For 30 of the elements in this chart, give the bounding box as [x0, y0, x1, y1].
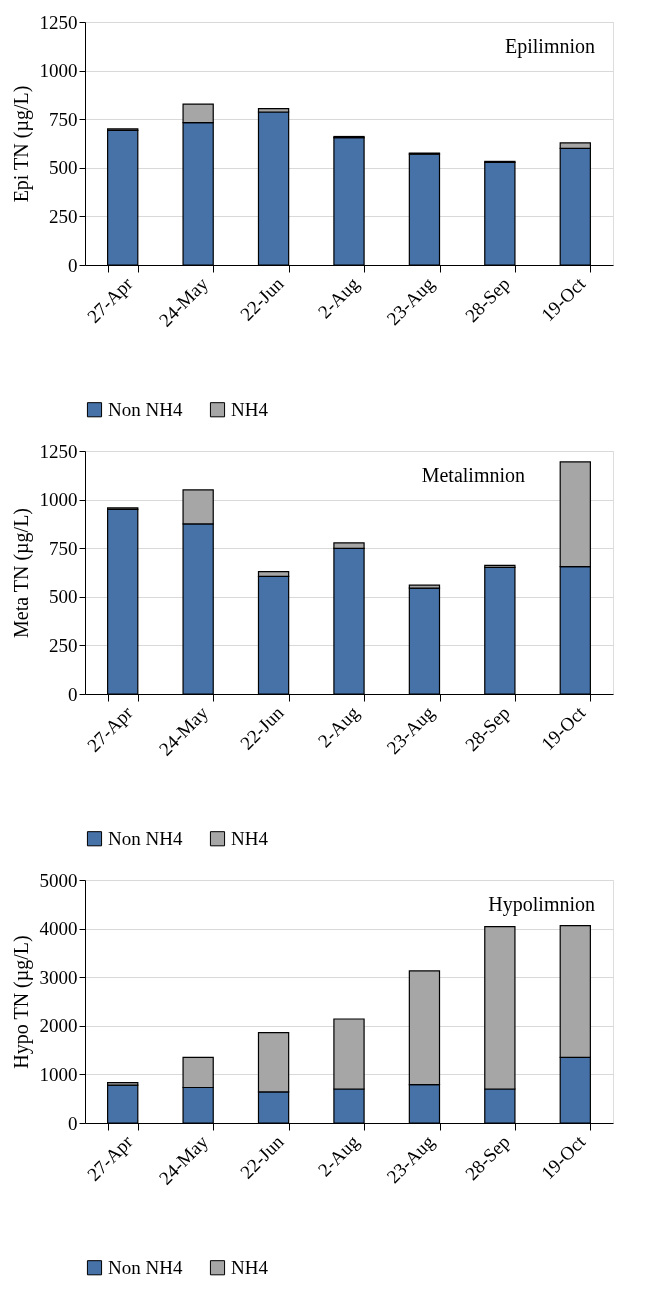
y-tick-label: 2000	[39, 1015, 78, 1037]
y-tick-label: 0	[68, 1112, 78, 1134]
annotation: Hypolimnion	[488, 893, 595, 916]
y-tick-label: 750	[49, 108, 78, 130]
legend-label: Non NH4	[108, 398, 183, 420]
y-axis-title: Hypo TN (µg/L)	[9, 935, 33, 1069]
y-tick-label: 250	[49, 634, 78, 656]
legend-label: Non NH4	[108, 1256, 183, 1278]
y-axis-title: Meta TN (µg/L)	[9, 507, 33, 639]
legend-label: NH4	[231, 398, 269, 420]
y-tick-label: 500	[49, 157, 78, 179]
y-axis-title: Epi TN (µg/L)	[9, 85, 33, 203]
y-tick-label: 3000	[39, 966, 78, 988]
y-tick-label: 1250	[39, 11, 78, 33]
annotation: Epilimnion	[505, 35, 595, 58]
legend-label: Non NH4	[108, 827, 183, 849]
y-tick-label: 1000	[39, 489, 78, 511]
y-tick-label: 1000	[39, 60, 78, 82]
y-tick-label: 1000	[39, 1063, 78, 1085]
y-tick-label: 1250	[39, 440, 78, 462]
annotation: Metalimnion	[421, 464, 525, 486]
legend-label: NH4	[231, 827, 269, 849]
y-tick-label: 0	[68, 254, 78, 276]
y-tick-label: 4000	[39, 918, 78, 940]
y-tick-label: 5000	[39, 869, 78, 891]
y-tick-label: 500	[49, 586, 78, 608]
y-tick-label: 0	[68, 683, 78, 705]
y-tick-label: 250	[49, 205, 78, 227]
y-tick-label: 750	[49, 537, 78, 559]
legend-label: NH4	[231, 1256, 269, 1278]
